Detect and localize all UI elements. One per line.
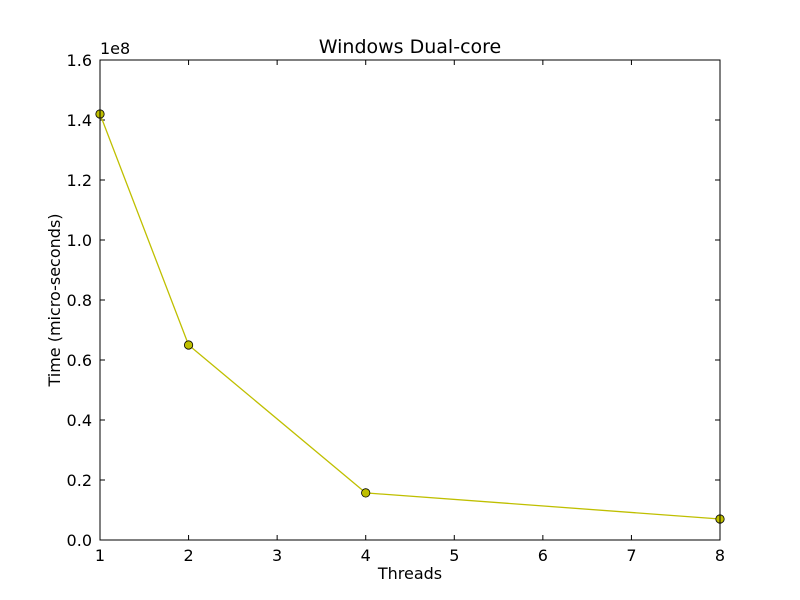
chart-title: Windows Dual-core — [319, 36, 501, 58]
axis-ticks: 1 2 3 4 5 6 7 8 0.0 0.2 0.4 0.6 0.8 1.0 1.2 1.4 1.6 — [67, 51, 726, 565]
plot-frame — [99, 59, 721, 541]
x-tick-label: 4 — [361, 546, 371, 565]
y-tick-label: 0.8 — [67, 291, 92, 310]
x-tick-label: 2 — [183, 546, 193, 565]
x-tick-label: 1 — [95, 546, 105, 565]
x-tick-label: 6 — [538, 546, 548, 565]
x-tick-label: 8 — [715, 546, 725, 565]
y-tick-label: 0.0 — [67, 531, 92, 550]
y-tick-label: 1.4 — [67, 111, 92, 130]
y-axis-label: Time (micro-seconds) — [45, 213, 64, 387]
x-tick-label: 3 — [272, 546, 282, 565]
y-tick-label: 0.2 — [67, 471, 92, 490]
y-tick-label: 1.6 — [67, 51, 92, 70]
y-axis-offset-label: 1e8 — [100, 39, 130, 58]
y-tick-label: 1.0 — [67, 231, 92, 250]
data-point-marker — [183, 340, 194, 350]
y-tick-label: 0.4 — [67, 411, 92, 430]
y-tick-label: 0.6 — [67, 351, 92, 370]
data-point-marker — [361, 488, 371, 498]
y-tick-label: 1.2 — [67, 171, 92, 190]
x-tick-label: 7 — [626, 546, 636, 565]
data-series — [95, 109, 725, 524]
x-axis-label: Threads — [377, 564, 442, 583]
x-tick-label: 5 — [449, 546, 459, 565]
series-line — [99, 113, 721, 520]
